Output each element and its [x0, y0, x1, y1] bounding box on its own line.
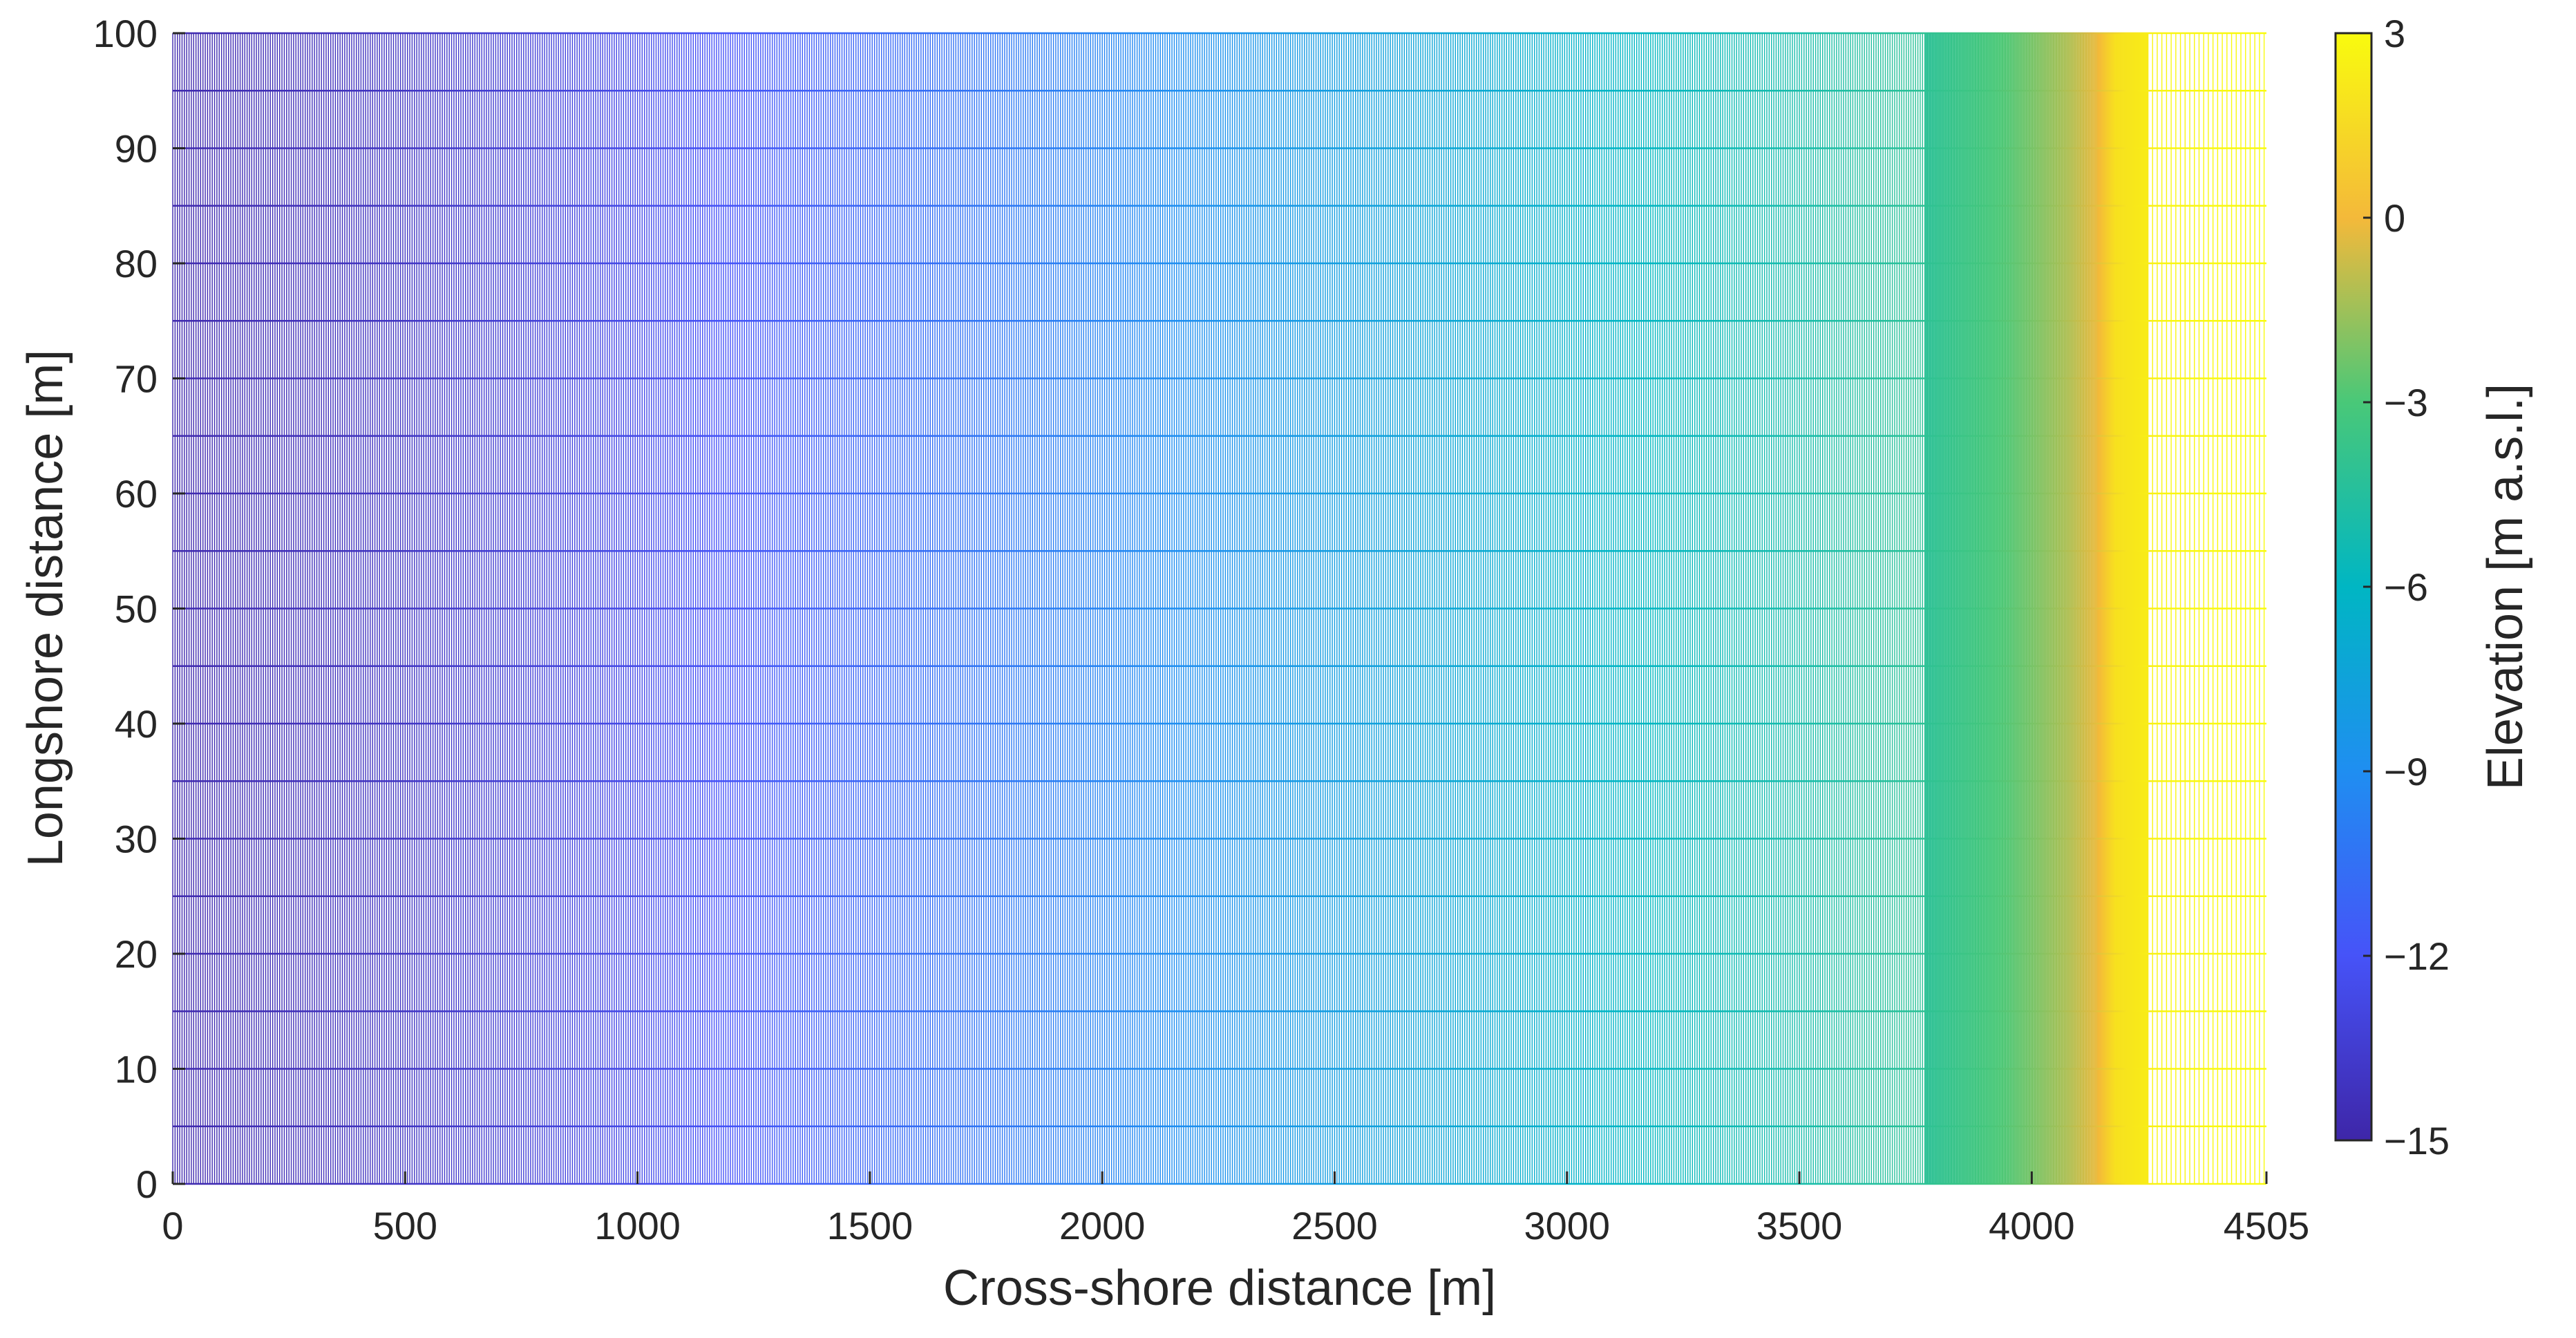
y-tick-label: 70 — [115, 357, 158, 401]
y-tick-label: 30 — [115, 818, 158, 861]
colorbar-tick-label: −9 — [2384, 750, 2428, 793]
colorbar-tick-label: −12 — [2384, 934, 2450, 978]
x-tick-label: 3500 — [1756, 1204, 1843, 1247]
x-tick-label: 1000 — [594, 1204, 681, 1247]
y-tick-label: 100 — [93, 12, 158, 55]
y-axis-label: Longshore distance [m] — [18, 350, 73, 867]
y-tick-label: 90 — [115, 127, 158, 171]
x-tick-label: 4505 — [2224, 1204, 2310, 1247]
colorbar-label: Elevation [m a.s.l.] — [2478, 384, 2533, 790]
y-axis: Longshore distance [m] 0 10 20 30 40 50 60 70 80… — [18, 12, 185, 1206]
x-tick-label: 1500 — [827, 1204, 913, 1247]
x-tick-label: 3000 — [1524, 1204, 1610, 1247]
colorbar-tick-label: −3 — [2384, 381, 2428, 424]
colorbar-tick-label: −6 — [2384, 565, 2428, 609]
x-tick-label: 4000 — [1989, 1204, 2075, 1247]
x-tick-label: 500 — [373, 1204, 437, 1247]
y-tick-label: 10 — [115, 1048, 158, 1091]
colorbar-tick-label: −15 — [2384, 1119, 2450, 1162]
x-tick-label: 2000 — [1059, 1204, 1146, 1247]
colorbar: Elevation [m a.s.l.] −15 −12 −9 −6 −3 0 3 — [2334, 12, 2533, 1162]
x-tick-label: 0 — [162, 1204, 183, 1247]
y-tick-label: 50 — [115, 587, 158, 631]
y-tick-label: 20 — [115, 932, 158, 976]
y-tick-label: 80 — [115, 242, 158, 285]
y-tick-label: 0 — [136, 1162, 158, 1206]
colorbar-tick-label: 3 — [2384, 12, 2405, 55]
x-axis: Cross-shore distance [m] 0 500 1000 1500 200… — [162, 1171, 2309, 1316]
x-tick-label: 2500 — [1291, 1204, 1378, 1247]
grid-row-lines — [173, 32, 2266, 1185]
x-axis-label: Cross-shore distance [m] — [943, 1261, 1496, 1316]
plot-area — [172, 32, 2266, 1185]
y-tick-label: 60 — [115, 472, 158, 516]
y-tick-label: 40 — [115, 702, 158, 746]
grid-cell-lines — [172, 33, 2265, 1184]
colorbar-tick-label: 0 — [2384, 196, 2405, 240]
